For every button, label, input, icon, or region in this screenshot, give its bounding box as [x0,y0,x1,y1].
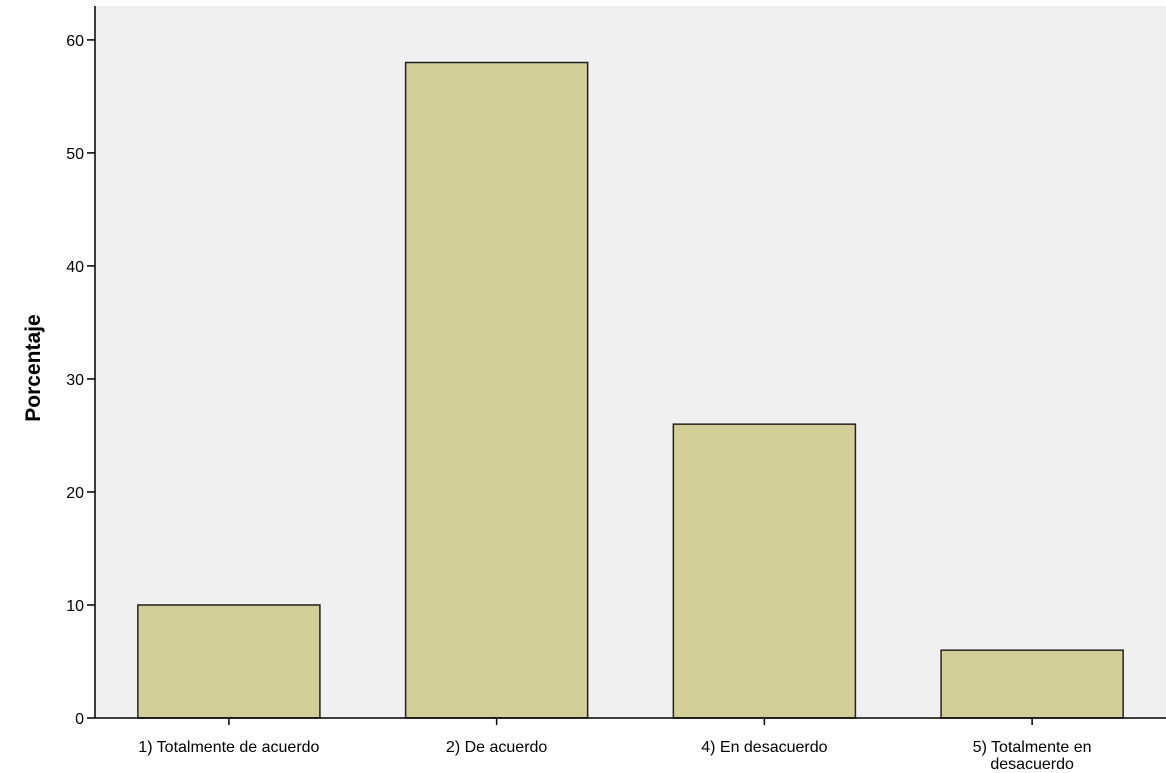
bar [940,649,1124,719]
x-tick-label: 4) En desacuerdo [701,739,827,756]
plot-background [95,6,1166,718]
bar [404,61,589,719]
x-tick-label: 2) De acuerdo [446,739,547,756]
y-tick-label: 0 [75,711,84,728]
y-tick-label: 30 [66,372,84,389]
plot-area [95,6,1166,718]
axes: 0 10 20 30 40 50 60 1) Totalmente de acuerdo 2) … [66,6,1166,773]
bar [137,604,321,719]
y-tick-label: 50 [66,146,84,163]
y-tick-label: 20 [66,485,84,502]
bars [137,61,1124,719]
y-tick-label: 40 [66,259,84,276]
y-tick-label: 60 [66,33,84,50]
y-tick-label: 10 [66,598,84,615]
bar [672,423,857,719]
x-tick-label: 1) Totalmente de acuerdo [138,739,319,756]
x-tick-label: 5) Totalmente en desacuerdo [973,739,1092,773]
